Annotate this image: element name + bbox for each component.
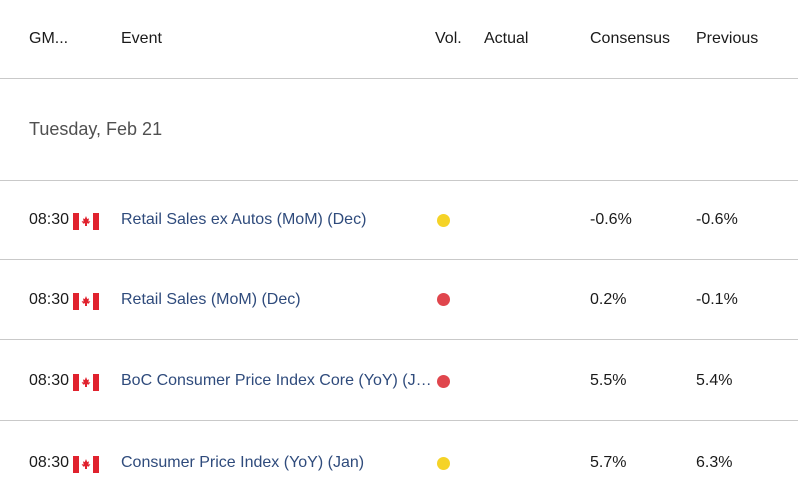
consensus-value: 5.7% (590, 454, 627, 471)
economic-calendar: GM... Event Vol. Actual Consensus Previo… (0, 0, 798, 473)
day-header-row: Tuesday, Feb 21 (0, 79, 798, 180)
consensus-value: -0.6% (590, 211, 632, 228)
previous-value: 5.4% (696, 372, 733, 389)
previous-value: 6.3% (696, 454, 733, 471)
column-header-previous[interactable]: Previous (696, 30, 759, 47)
event-time: 08:30 (29, 372, 70, 389)
divider (0, 78, 798, 79)
column-header-gmt[interactable]: GM... (29, 30, 69, 47)
canada-flag-icon (73, 293, 99, 310)
consensus-value: 0.2% (590, 291, 627, 308)
event-name[interactable]: Retail Sales ex Autos (MoM) (Dec) (121, 211, 367, 228)
event-time: 08:30 (29, 211, 70, 228)
divider (0, 339, 798, 340)
previous-value: -0.1% (696, 291, 738, 308)
event-time: 08:30 (29, 454, 70, 471)
consensus-value: 5.5% (590, 372, 627, 389)
column-header-event[interactable]: Event (121, 30, 162, 47)
table-header: GM... Event Vol. Actual Consensus Previo… (0, 0, 798, 78)
canada-flag-icon (73, 456, 99, 473)
previous-value: -0.6% (696, 211, 738, 228)
event-name[interactable]: Consumer Price Index (YoY) (Jan) (121, 454, 365, 471)
volatility-dot (437, 214, 450, 227)
event-name[interactable]: BoC Consumer Price Index Core (YoY) (Jan… (121, 372, 433, 389)
table-row[interactable]: 08:30 BoC Consumer Price Index Core (YoY… (0, 340, 798, 420)
volatility-dot (437, 375, 450, 388)
canada-flag-icon (73, 374, 99, 391)
canada-flag-icon (73, 213, 99, 230)
day-title: Tuesday, Feb 21 (29, 119, 163, 139)
event-time: 08:30 (29, 291, 70, 308)
column-header-actual[interactable]: Actual (484, 30, 529, 47)
divider (0, 420, 798, 421)
volatility-dot (437, 293, 450, 306)
table-row[interactable]: 08:30 Retail Sales ex Autos (MoM) (Dec) … (0, 181, 798, 261)
divider (0, 180, 798, 181)
table-row[interactable]: 08:30 Retail Sales (MoM) (Dec) 0.2% -0.1… (0, 260, 798, 340)
divider (0, 259, 798, 260)
event-name[interactable]: Retail Sales (MoM) (Dec) (121, 291, 301, 308)
volatility-dot (437, 457, 450, 470)
column-header-vol[interactable]: Vol. (435, 30, 462, 47)
column-header-consensus[interactable]: Consensus (590, 30, 671, 47)
table-row[interactable]: 08:30 Consumer Price Index (YoY) (Jan) 5… (0, 421, 798, 501)
